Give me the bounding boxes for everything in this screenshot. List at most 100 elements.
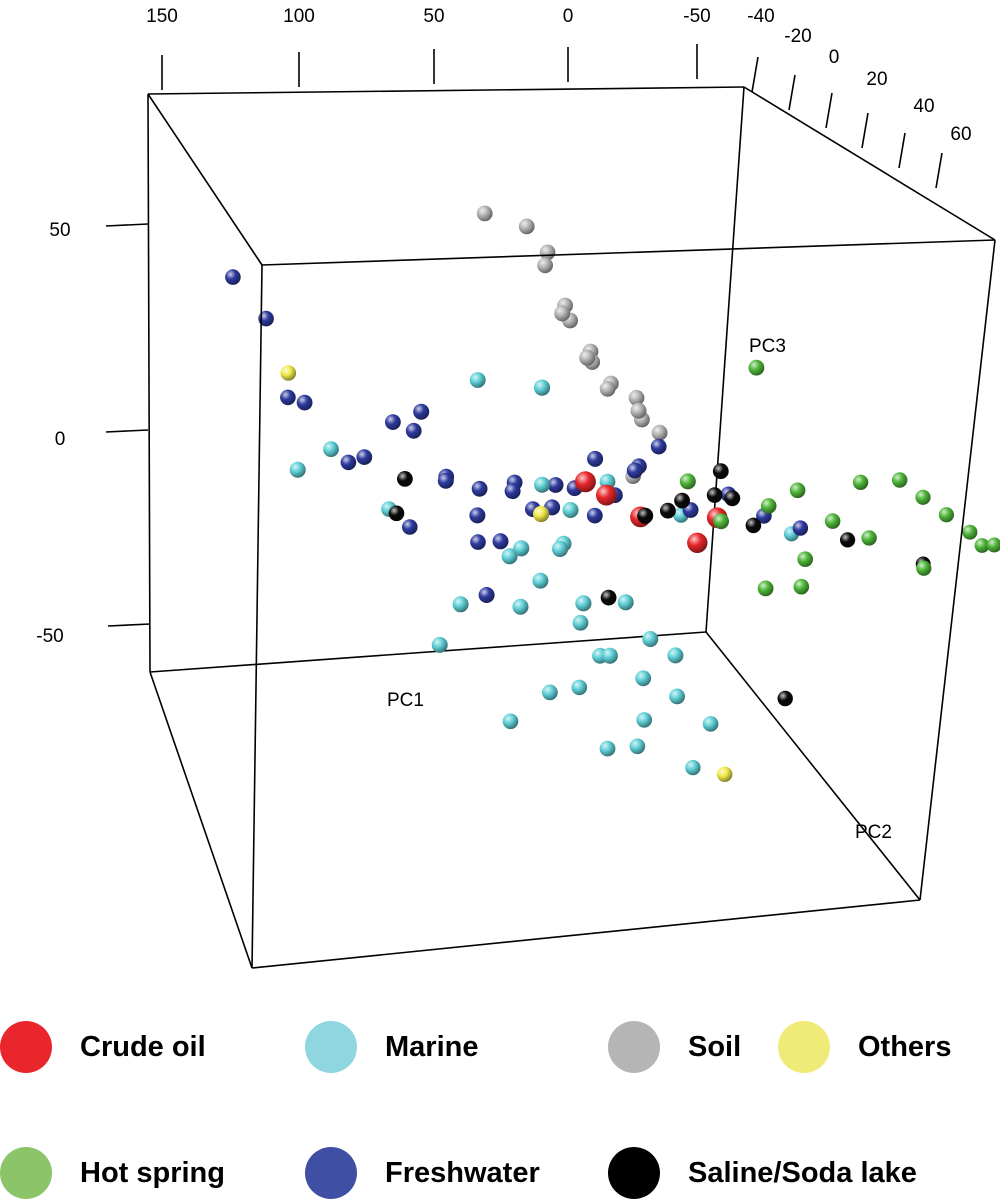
tick-label-pc2: 0 [829,47,840,68]
legend-swatch-others [778,1021,830,1073]
data-point-freshwater [626,462,643,479]
data-point-marine [575,595,592,612]
data-point-freshwater [469,507,486,524]
data-point-marine [532,572,549,589]
data-point-hot-spring [892,472,908,488]
tick-label-pc3: 50 [49,220,70,241]
data-point-soil [628,389,645,406]
data-point-saline-soda-lake [600,589,617,606]
box-edge [147,86,745,95]
data-point-freshwater [296,394,313,411]
data-point-saline-soda-lake [745,517,762,534]
box-edge [251,899,921,969]
data-point-marine [323,441,339,458]
box-edge [919,239,996,901]
data-point-hot-spring [962,524,978,540]
axis-title-pc2: PC2 [855,822,892,843]
data-point-marine [635,670,652,687]
data-point-others [280,365,297,381]
data-point-marine [502,713,519,730]
data-point-freshwater [792,520,809,536]
box-edge [149,671,253,969]
data-point-marine [452,596,469,613]
box-edge [147,93,263,266]
data-point-freshwater [437,472,454,489]
tick-mark-pc2 [788,74,796,111]
data-point-marine [667,647,684,664]
axis-title-pc3: PC3 [749,336,786,357]
data-point-marine [599,740,616,757]
data-point-marine [601,647,618,664]
tick-mark-pc2 [825,92,833,129]
tick-label-pc3: -50 [36,626,63,647]
legend-swatch-marine [305,1021,357,1073]
data-point-marine [551,540,569,558]
tick-mark-pc3 [107,623,151,627]
data-point-hot-spring [852,474,869,490]
data-point-freshwater [587,450,604,467]
data-point-crude-oil [596,484,617,506]
data-point-saline-soda-lake [724,490,741,507]
legend-swatch-crude-oil [0,1021,52,1073]
legend-swatch-soil [608,1021,660,1073]
data-point-others [717,766,733,782]
bounding-box-back-edges [147,86,921,901]
tick-label-pc1: 0 [563,6,574,27]
tick-label-pc3: 0 [55,429,66,450]
data-point-hot-spring [713,513,729,530]
data-point-marine [685,759,701,776]
box-edge [149,631,707,673]
data-point-crude-oil [687,532,708,553]
data-point-marine [533,379,551,396]
tick-label-pc2: 20 [866,69,887,90]
legend-swatch-hot-spring [0,1147,52,1199]
data-point-hot-spring [974,538,990,553]
data-point-freshwater [385,414,401,430]
data-point-marine [636,712,652,728]
data-point-soil [579,349,596,366]
legend-item-hot-spring: Hot spring [0,1147,225,1199]
tick-label-pc2: 60 [950,124,971,145]
data-point-saline-soda-lake [388,505,405,522]
data-point-crude-oil [574,471,596,493]
legend-item-freshwater: Freshwater [305,1147,540,1199]
data-point-freshwater [413,403,430,420]
data-point-marine [469,372,486,388]
data-point-freshwater [340,454,357,471]
legend: Crude oil Marine Soil Others Hot spring … [0,985,1000,1202]
data-point-freshwater [478,587,495,603]
data-point-freshwater [471,480,488,497]
data-point-marine [512,598,529,615]
data-point-freshwater [504,483,521,500]
data-points [225,205,1000,782]
data-point-marine [562,502,579,518]
data-point-soil [651,424,668,441]
tick-mark-pc2 [751,56,759,93]
tick-mark-pc3 [105,223,149,227]
data-point-hot-spring [789,482,806,499]
data-point-marine [513,540,530,557]
box-edge [251,264,263,969]
legend-item-soil: Soil [608,1021,741,1073]
data-point-marine [629,738,646,755]
tick-mark-pc2 [935,152,943,189]
box-edge [705,631,921,901]
data-point-soil [539,244,556,261]
data-point-freshwater [280,389,296,406]
data-point-marine [617,594,634,611]
data-point-hot-spring [861,530,877,546]
data-point-freshwater [650,438,667,455]
data-point-soil [554,305,571,322]
data-point-saline-soda-lake [706,487,723,503]
data-point-soil [476,205,493,222]
tick-label-pc1: -50 [683,6,710,27]
data-point-saline-soda-lake [397,471,413,487]
box-edge [743,86,996,241]
data-point-hot-spring [679,473,696,490]
tick-label-pc2: -20 [784,26,811,47]
legend-label: Crude oil [80,1030,206,1063]
data-point-hot-spring [757,580,774,597]
legend-label: Hot spring [80,1156,225,1189]
data-point-freshwater [258,310,274,327]
